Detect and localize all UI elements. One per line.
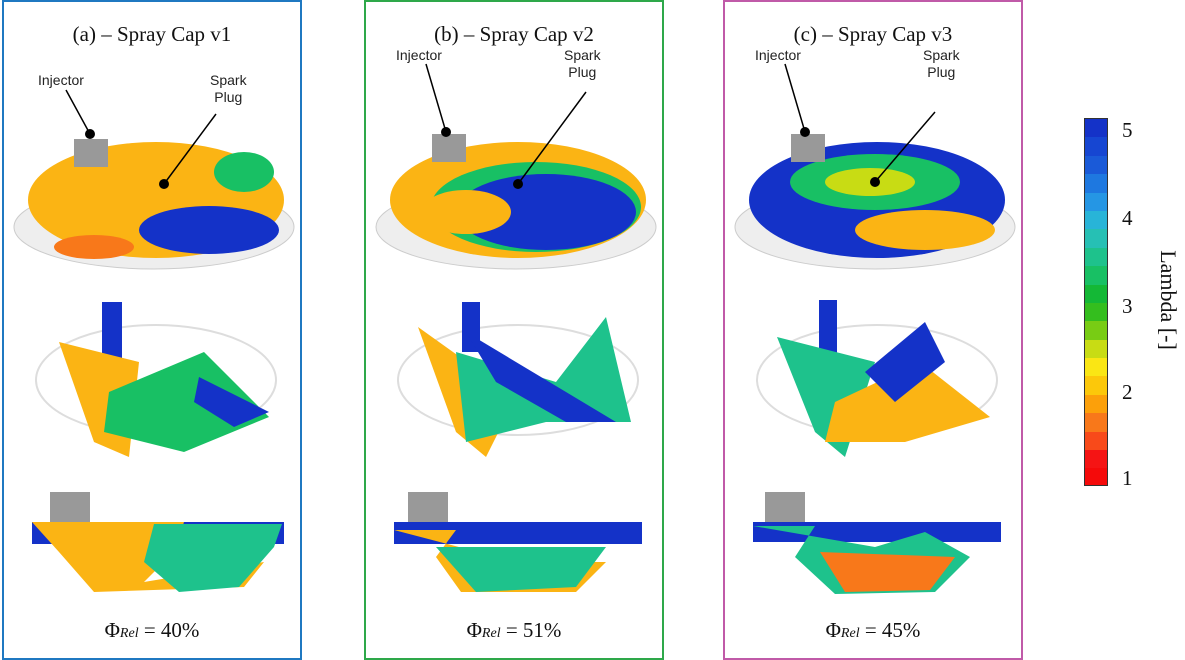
phi-rel-value: ΦRel = 45% [825, 618, 921, 642]
colorbar-tick: 1 [1122, 466, 1133, 490]
colorbar-tick: 2 [1122, 380, 1133, 404]
colorbar-band [1085, 450, 1107, 469]
colorbar-band [1085, 119, 1107, 138]
colorbar-band [1085, 302, 1107, 322]
colorbar-band [1085, 210, 1107, 230]
colorbar-band [1085, 431, 1107, 451]
colorbar-title: Lambda [-] [1156, 250, 1181, 350]
colorbar-tick: 3 [1122, 294, 1133, 318]
panel-title: (c) – Spray Cap v3 [793, 22, 953, 46]
lambda-visualization-v1 [13, 89, 295, 592]
colorbar-band [1085, 339, 1107, 359]
colorbar-band [1085, 394, 1107, 414]
injector-label: Injector [755, 47, 801, 63]
colorbar-band [1085, 468, 1107, 485]
colorbar-band [1085, 266, 1107, 285]
spark-plug-label: Spark Plug [923, 47, 960, 80]
colorbar-band [1085, 229, 1107, 248]
colorbar-band [1085, 284, 1107, 303]
lambda-colorbar [1084, 118, 1108, 486]
colorbar-band [1085, 137, 1107, 156]
phi-rel-value: ΦRel = 40% [104, 618, 200, 642]
panel-title: (b) – Spray Cap v2 [434, 22, 594, 46]
injector-icon [74, 139, 108, 167]
colorbar-band [1085, 321, 1107, 340]
panel-spray-cap-v2: (b) – Spray Cap v2 Injector Spark Plug ΦR… [364, 0, 664, 660]
colorbar-band [1085, 413, 1107, 432]
lambda-visualization-v3 [734, 63, 1016, 594]
panel-spray-cap-v3: (c) – Spray Cap v3 Injector Spark Plug ΦR… [723, 0, 1023, 660]
injector-label: Injector [396, 47, 442, 63]
panel-title: (a) – Spray Cap v1 [72, 22, 232, 46]
injector-label: Injector [38, 72, 84, 88]
lambda-visualization-v2 [375, 63, 657, 592]
colorbar-band [1085, 376, 1107, 395]
colorbar-band [1085, 174, 1107, 193]
colorbar-band [1085, 155, 1107, 175]
phi-rel-value: ΦRel = 51% [466, 618, 562, 642]
injector-icon [791, 134, 825, 162]
colorbar-tick: 5 [1122, 118, 1133, 142]
spark-plug-label: Spark Plug [210, 72, 247, 105]
panel-spray-cap-v1: (a) – Spray Cap v1 Injector Spark Plug ΦR… [2, 0, 302, 660]
colorbar-tick: 4 [1122, 206, 1133, 230]
injector-icon [432, 134, 466, 162]
spark-plug-label: Spark Plug [564, 47, 601, 80]
colorbar-band [1085, 358, 1107, 377]
colorbar-band [1085, 247, 1107, 267]
colorbar-band [1085, 192, 1107, 211]
